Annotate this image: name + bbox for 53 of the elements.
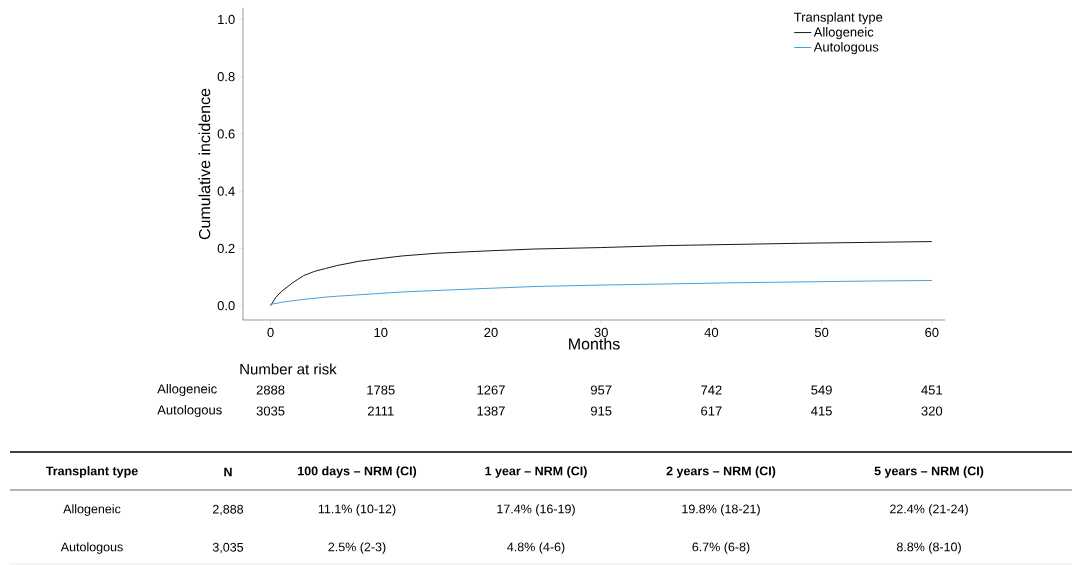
x-tick-label: 20 bbox=[484, 327, 498, 337]
text: 2 years – NRM (CI) bbox=[666, 466, 776, 478]
text: 1 year – NRM (CI) bbox=[485, 466, 587, 478]
text: 4.8% (4-6) bbox=[507, 542, 565, 554]
x-tick-label: 10 bbox=[374, 327, 388, 337]
text: 1387 bbox=[477, 406, 505, 416]
x-tick-label: 30 bbox=[594, 327, 608, 337]
y-tick-label: 1.0 bbox=[218, 14, 235, 25]
text: Autologous bbox=[60, 542, 123, 554]
text: 451 bbox=[921, 385, 943, 395]
text: 617 bbox=[701, 406, 722, 416]
y-axis-title: Cumulative incidence bbox=[198, 88, 211, 240]
text: 2888 bbox=[256, 385, 285, 395]
text: 17.4% (16-19) bbox=[497, 504, 575, 516]
x-tick-label: 40 bbox=[704, 327, 719, 337]
text: 6.7% (6-8) bbox=[692, 542, 750, 554]
text: 5 years – NRM (CI) bbox=[874, 466, 984, 478]
text: 2.5% (2-3) bbox=[328, 542, 386, 554]
text: 11.1% (10-12) bbox=[318, 504, 396, 516]
text: 1785 bbox=[367, 385, 395, 395]
text: 3,035 bbox=[212, 542, 244, 554]
y-tick-label: 0.6 bbox=[217, 129, 235, 139]
text: N bbox=[224, 467, 232, 477]
y-tick-label: 0.4 bbox=[217, 186, 235, 196]
y-tick-label: 0.2 bbox=[217, 243, 235, 254]
text: 19.8% (18-21) bbox=[682, 504, 760, 516]
y-tick-label: 0.8 bbox=[217, 72, 235, 82]
text: 2,888 bbox=[212, 504, 244, 516]
text: Transplant type bbox=[45, 466, 138, 478]
text: 915 bbox=[590, 406, 612, 416]
text: 100 days – NRM (CI) bbox=[298, 466, 417, 478]
text: 2111 bbox=[367, 406, 394, 416]
text: 8.8% (8-10) bbox=[896, 542, 961, 554]
text: Allogeneic bbox=[63, 504, 121, 516]
legend-label: Autologous bbox=[813, 42, 879, 55]
text: Number at risk bbox=[240, 363, 337, 375]
x-axis-title: Months bbox=[569, 337, 620, 350]
text: 549 bbox=[811, 385, 832, 395]
legend-title: Transplant type bbox=[794, 12, 883, 25]
text: 1267 bbox=[477, 385, 505, 395]
x-tick-label: 0 bbox=[267, 327, 274, 337]
legend-label: Allogeneic bbox=[813, 27, 874, 40]
text: Autologous bbox=[157, 404, 222, 418]
text: Allogeneic bbox=[157, 383, 217, 397]
text: 3035 bbox=[256, 406, 285, 416]
text: 415 bbox=[811, 406, 832, 416]
text: 320 bbox=[921, 406, 943, 416]
x-tick-label: 50 bbox=[814, 327, 829, 337]
text: 22.4% (21-24) bbox=[890, 504, 968, 516]
text: 742 bbox=[701, 385, 722, 395]
x-tick-label: 60 bbox=[925, 327, 939, 337]
text: 957 bbox=[590, 385, 612, 395]
y-tick-label: 0.0 bbox=[217, 301, 235, 311]
